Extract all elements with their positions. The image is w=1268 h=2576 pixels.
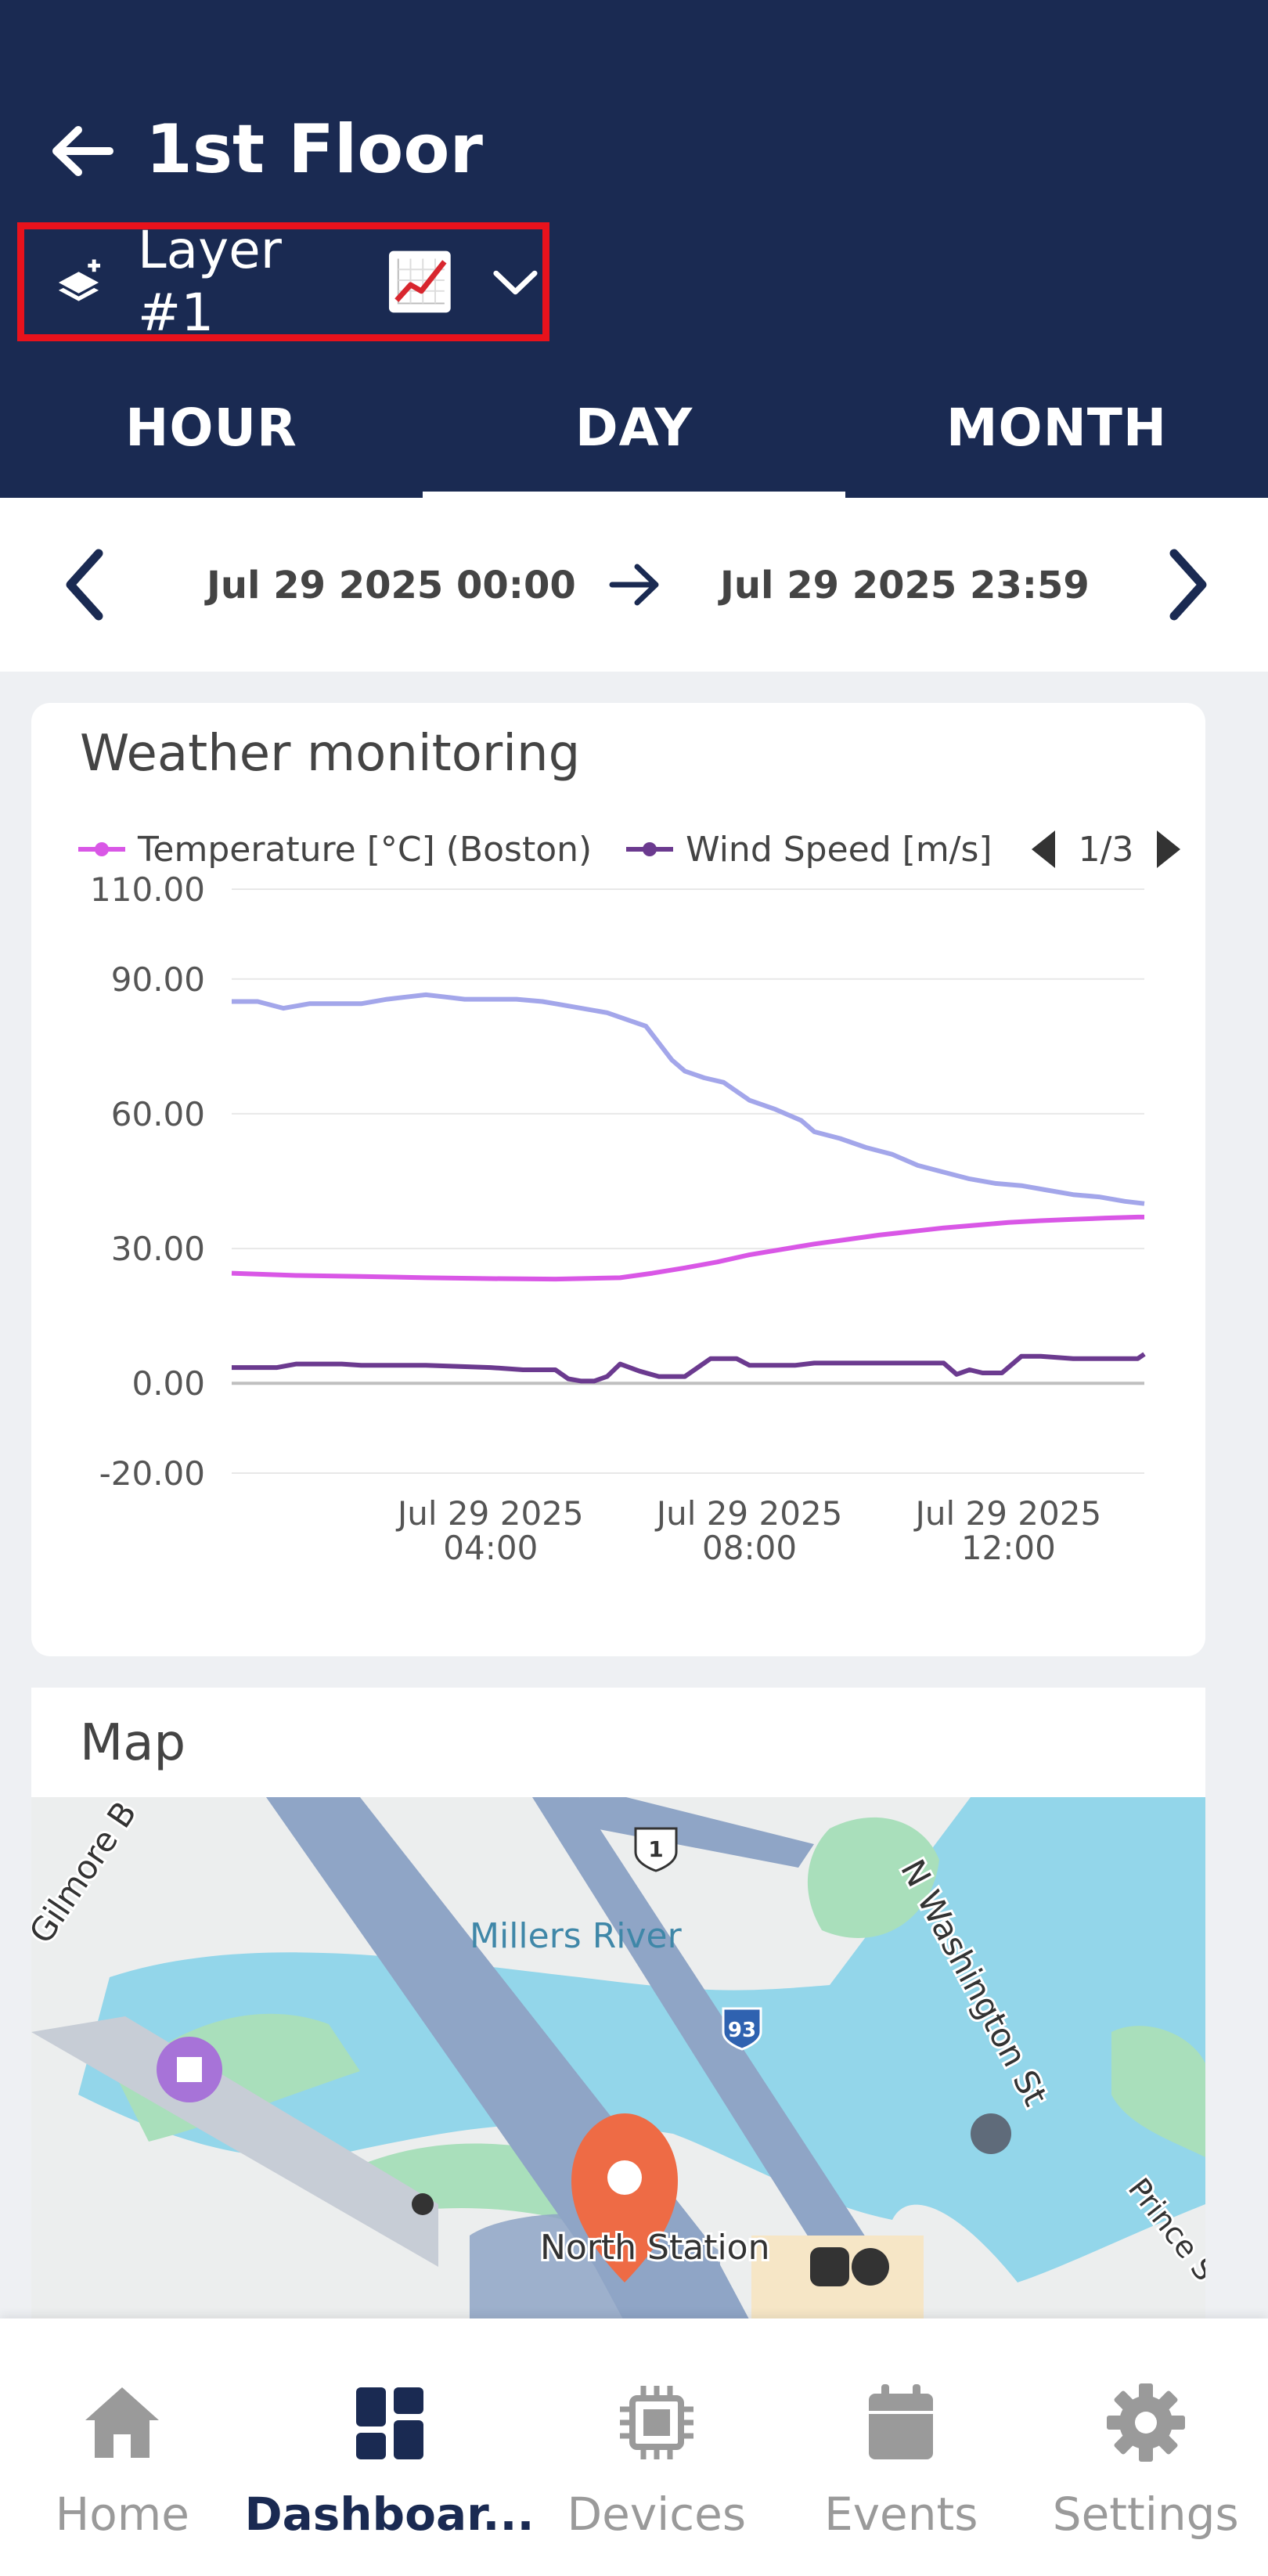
weather-card-title: Weather monitoring <box>80 725 581 783</box>
nav-events[interactable]: Events <box>779 2318 1023 2576</box>
legend-label-wind: Wind Speed [m/s] <box>686 829 992 870</box>
tab-month[interactable]: MONTH <box>946 397 1168 458</box>
nav-home[interactable]: Home <box>0 2318 244 2576</box>
layer-label: Layer #1 <box>137 220 282 343</box>
weather-card: Weather monitoring <box>31 703 1205 1656</box>
layers-icon <box>58 259 101 301</box>
map-card-title: Map <box>80 1714 186 1772</box>
bottom-navigation: Home Dashboar... Devices Events <box>0 2318 1268 2576</box>
x-tick-label: Jul 29 2025 <box>913 1494 1101 1533</box>
arrow-left-icon <box>52 126 113 176</box>
nav-home-label: Home <box>55 2488 189 2541</box>
chevron-down-icon <box>493 270 538 295</box>
x-tick-label: Jul 29 2025 <box>654 1494 843 1533</box>
dashboard-icon <box>355 2387 423 2459</box>
layer-selector[interactable]: Layer #1 <box>17 220 549 343</box>
x-tick-label: 08:00 <box>702 1529 797 1567</box>
range-end[interactable]: Jul 29 2025 23:59 <box>720 564 1090 607</box>
legend-item-temperature[interactable]: Temperature [°C] (Boston) <box>78 830 592 870</box>
chip-icon <box>619 2386 693 2459</box>
nav-settings-label: Settings <box>1052 2488 1239 2541</box>
legend-swatch-wind <box>626 842 674 856</box>
tab-day[interactable]: DAY <box>423 376 845 498</box>
map-label-interstate: 93 <box>728 2019 756 2042</box>
x-tick-label: Jul 29 2025 <box>395 1494 584 1533</box>
app-header: 1st Floor Layer #1 HOUR DAY MONTH <box>0 0 1268 498</box>
legend-swatch-temperature <box>78 842 125 856</box>
series-line-2 <box>232 992 1145 1206</box>
y-tick-label: -20.00 <box>99 1454 205 1493</box>
date-range-bar: Jul 29 2025 00:00 Jul 29 2025 23:59 <box>0 498 1268 672</box>
map-canvas: Millers River North Station N Washington… <box>31 1792 1205 2470</box>
map-label-river: Millers River <box>470 1916 683 1956</box>
map-label-highway: 1 <box>648 1836 663 1862</box>
page-title: 1st Floor <box>146 110 483 189</box>
arrow-right-icon <box>609 564 659 606</box>
chevron-right-icon <box>1169 549 1207 621</box>
range-start[interactable]: Jul 29 2025 00:00 <box>207 564 576 607</box>
chevron-left-icon <box>66 549 103 621</box>
previous-period-button[interactable] <box>39 538 133 632</box>
legend-item-wind[interactable]: Wind Speed [m/s] <box>626 830 992 870</box>
next-period-button[interactable] <box>1140 538 1234 632</box>
tab-hour[interactable]: HOUR <box>125 397 297 458</box>
nav-devices-label: Devices <box>567 2488 747 2541</box>
chart-increasing-icon <box>389 250 452 313</box>
y-tick-label: 30.00 <box>111 1230 205 1268</box>
period-tabs: HOUR DAY MONTH <box>0 376 1268 498</box>
nav-dashboard[interactable]: Dashboar... <box>244 2318 535 2576</box>
y-tick-label: 90.00 <box>111 960 205 999</box>
back-button[interactable] <box>47 116 117 186</box>
caret-right-icon[interactable] <box>1154 827 1185 871</box>
chart-legend: Temperature [°C] (Boston) Wind Speed [m/… <box>78 822 1185 877</box>
weather-line-chart: 110.00 90.00 60.00 30.00 0.00 -20.00 Jul 29 20… <box>90 870 1146 1567</box>
nav-settings[interactable]: Settings <box>1024 2318 1268 2576</box>
legend-label-temperature: Temperature [°C] (Boston) <box>138 829 593 870</box>
caret-left-icon[interactable] <box>1027 827 1058 871</box>
legend-page-indicator: 1/3 <box>1078 829 1134 870</box>
nav-dashboard-label: Dashboar... <box>244 2488 535 2541</box>
x-tick-label: 12:00 <box>961 1529 1056 1567</box>
nav-events-label: Events <box>824 2488 978 2541</box>
home-icon <box>85 2387 160 2458</box>
calendar-icon <box>869 2384 934 2459</box>
y-tick-label: 110.00 <box>90 870 205 909</box>
map-label-station: North Station <box>540 2228 769 2268</box>
series-line-1 <box>232 1352 1146 1384</box>
y-tick-label: 0.00 <box>131 1364 205 1403</box>
legend-pager: 1/3 <box>1027 827 1186 871</box>
gear-icon <box>1106 2383 1185 2462</box>
nav-devices[interactable]: Devices <box>535 2318 779 2576</box>
x-tick-label: 04:00 <box>443 1529 538 1567</box>
y-tick-label: 60.00 <box>111 1095 205 1133</box>
series-line-0 <box>231 1214 1144 1282</box>
